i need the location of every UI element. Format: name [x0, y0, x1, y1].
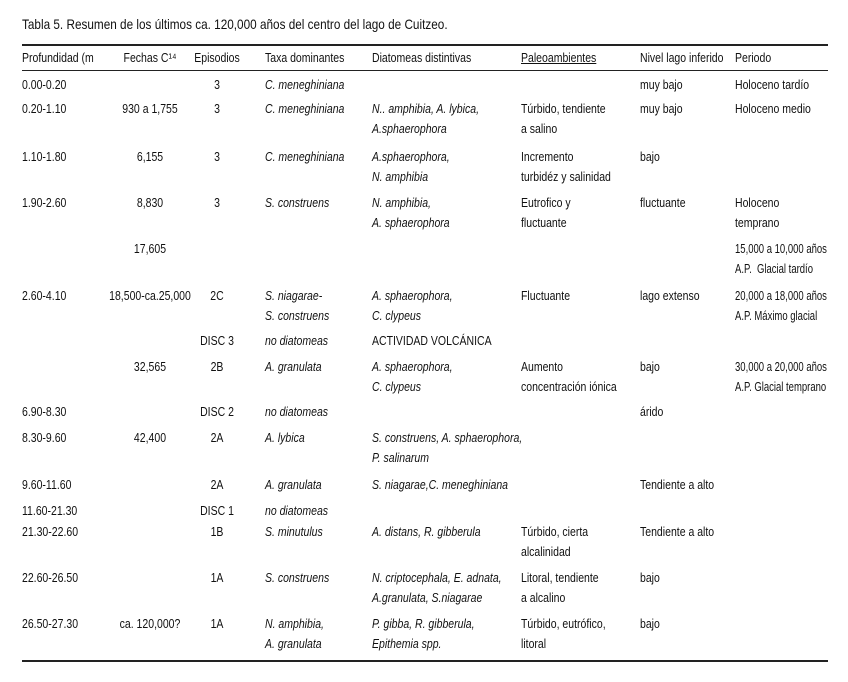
table-cell: 9.60-11.60: [22, 478, 72, 492]
table-cell: S. minutulus: [265, 525, 323, 539]
table-cell: bajo: [640, 617, 660, 631]
table-cell: árido: [640, 405, 664, 419]
table-cell: Túrbido, eutrófico, litoral: [521, 617, 606, 651]
table-cell: 8,830: [136, 196, 164, 210]
table-cell: S. niagarae,C. meneghiniana: [372, 478, 509, 492]
table-cell: muy bajo: [640, 78, 683, 92]
table-cell: 2.60-4.10: [22, 289, 67, 303]
table-cell: 1B: [210, 525, 224, 539]
table-cell: 30,000 a 20,000 años A.P. Glacial tempra…: [735, 360, 827, 394]
table-title: Tabla 5. Resumen de los últimos ca. 120,…: [22, 16, 448, 32]
table-cell: lago extenso: [640, 289, 700, 303]
table-cell: 1A: [210, 617, 224, 631]
table-cell: ACTIVIDAD VOLCÁNICA: [372, 334, 492, 348]
table-cell: 3: [214, 150, 220, 164]
table-cell: 21.30-22.60: [22, 525, 79, 539]
table-cell: C. meneghiniana: [265, 102, 345, 116]
table-cell: P. gibba, R. gibberula, Epithemia spp.: [372, 617, 475, 651]
table-cell: 2C: [210, 289, 224, 303]
table-cell: 2B: [210, 360, 224, 374]
table-cell: Túrbido, tendiente a salino: [521, 102, 606, 136]
table-cell: bajo: [640, 571, 660, 585]
table-cell: 0.20-1.10: [22, 102, 67, 116]
table-cell: 1.90-2.60: [22, 196, 67, 210]
table-cell: 3: [214, 78, 220, 92]
top-rule: [22, 44, 828, 46]
table-cell: ca. 120,000?: [119, 617, 181, 631]
table-cell: A. lybica: [265, 431, 305, 445]
table-cell: N. criptocephala, E. adnata, A.granulata…: [372, 571, 502, 605]
table-cell: Litoral, tendiente a alcalino: [521, 571, 599, 605]
column-header: Taxa dominantes: [265, 51, 345, 65]
table-cell: 3: [214, 102, 220, 116]
table-cell: 6,155: [136, 150, 164, 164]
table-cell: 18,500-ca.25,000: [109, 289, 191, 303]
table-cell: 6.90-8.30: [22, 405, 67, 419]
table-cell: S. construens, A. sphaerophora, P. salin…: [372, 431, 523, 465]
table-cell: 11.60-21.30: [22, 504, 78, 518]
table-cell: no diatomeas: [265, 405, 329, 419]
table-cell: C. meneghiniana: [265, 150, 345, 164]
table-cell: 20,000 a 18,000 años A.P. Máximo glacial: [735, 289, 827, 323]
table-cell: S. construens: [265, 196, 330, 210]
table-cell: A. granulata: [265, 478, 322, 492]
column-header: Episodios: [194, 51, 240, 65]
table-cell: A. granulata: [265, 360, 322, 374]
table-cell: 1A: [210, 571, 224, 585]
table-cell: 930 a 1,755: [122, 102, 178, 116]
table-cell: no diatomeas: [265, 334, 329, 348]
table-cell: 26.50-27.30: [22, 617, 79, 631]
table-cell: 2A: [210, 478, 224, 492]
table-cell: S. niagarae- S. construens: [265, 289, 330, 323]
table-cell: Holoceno temprano: [735, 196, 780, 230]
column-header: Profundidad (m: [22, 51, 94, 65]
table-cell: Aumento concentración iónica: [521, 360, 617, 394]
table-cell: A. sphaerophora, C. clypeus: [372, 360, 453, 394]
header-rule: [22, 70, 828, 71]
table-cell: bajo: [640, 360, 660, 374]
bottom-rule: [22, 660, 828, 662]
table-cell: no diatomeas: [265, 504, 329, 518]
table-cell: Fluctuante: [521, 289, 571, 303]
table-cell: 17,605: [133, 242, 167, 256]
table-cell: DISC 3: [200, 334, 234, 348]
table-cell: 15,000 a 10,000 años A.P. Glacial tardío: [735, 242, 827, 276]
table-cell: 32,565: [133, 360, 167, 374]
table-cell: N. amphibia, A. granulata: [265, 617, 324, 651]
table-cell: N. amphibia, A. sphaerophora: [372, 196, 450, 230]
column-header: Fechas C¹⁴: [123, 51, 177, 65]
table-cell: 0.00-0.20: [22, 78, 67, 92]
table-cell: 3: [214, 196, 220, 210]
column-header: Periodo: [735, 51, 772, 65]
table-cell: Tendiente a alto: [640, 525, 715, 539]
table-cell: A. distans, R. gibberula: [372, 525, 481, 539]
table-cell: bajo: [640, 150, 660, 164]
table-cell: fluctuante: [640, 196, 686, 210]
table-cell: C. meneghiniana: [265, 78, 345, 92]
column-header: Diatomeas distintivas: [372, 51, 472, 65]
table-cell: A. sphaerophora, C. clypeus: [372, 289, 453, 323]
table-cell: N.. amphibia, A. lybica, A.sphaerophora: [372, 102, 479, 136]
table-cell: 8.30-9.60: [22, 431, 67, 445]
column-header: Paleoambientes: [521, 51, 597, 65]
table-cell: 1.10-1.80: [22, 150, 67, 164]
table-cell: 22.60-26.50: [22, 571, 79, 585]
table-cell: Tendiente a alto: [640, 478, 715, 492]
table-cell: DISC 2: [200, 405, 234, 419]
table-cell: muy bajo: [640, 102, 683, 116]
table-cell: S. construens: [265, 571, 330, 585]
table-cell: Incremento turbidéz y salinidad: [521, 150, 611, 184]
table-cell: Holoceno medio: [735, 102, 811, 116]
table-cell: Túrbido, cierta alcalinidad: [521, 525, 589, 559]
table-cell: A.sphaerophora, N. amphibia: [372, 150, 450, 184]
column-header: Nivel lago inferido: [640, 51, 724, 65]
table-cell: DISC 1: [200, 504, 234, 518]
table-cell: Eutrofico y fluctuante: [521, 196, 571, 230]
table-cell: 2A: [210, 431, 224, 445]
table-cell: Holoceno tardío: [735, 78, 810, 92]
table-cell: 42,400: [133, 431, 167, 445]
